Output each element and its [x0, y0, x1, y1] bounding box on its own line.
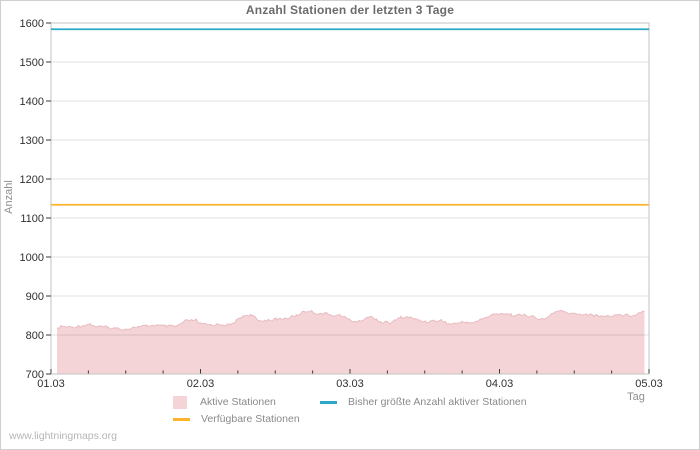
x-axis-label: Tag: [621, 391, 651, 403]
x-axis-tick-label: 02.03: [187, 378, 215, 390]
y-axis-tick-label: 1100: [20, 213, 44, 225]
y-axis-tick-label: 1000: [20, 252, 44, 264]
chart-container: Anzahl Stationen der letzten 3 Tage 7008…: [0, 0, 700, 450]
y-axis-tick-label: 1300: [20, 135, 44, 147]
x-axis-tick-label: 04.03: [486, 378, 514, 390]
x-axis-tick-label: 01.03: [37, 378, 65, 390]
y-axis-tick-label: 1200: [20, 174, 44, 186]
y-axis-tick-label: 1600: [20, 18, 44, 30]
chart-plot-canvas: 700800900100011001200130014001500160001.…: [1, 1, 700, 450]
y-axis-tick-label: 1500: [20, 57, 44, 69]
y-axis-tick-label: 900: [26, 291, 44, 303]
y-axis-label: Anzahl: [3, 167, 19, 227]
y-axis-tick-label: 800: [26, 330, 44, 342]
x-axis-tick-label: 03.03: [336, 378, 364, 390]
y-axis-tick-label: 1400: [20, 96, 44, 108]
watermark: www.lightningmaps.org: [9, 430, 117, 442]
x-axis-tick-label: 05.03: [635, 378, 663, 390]
